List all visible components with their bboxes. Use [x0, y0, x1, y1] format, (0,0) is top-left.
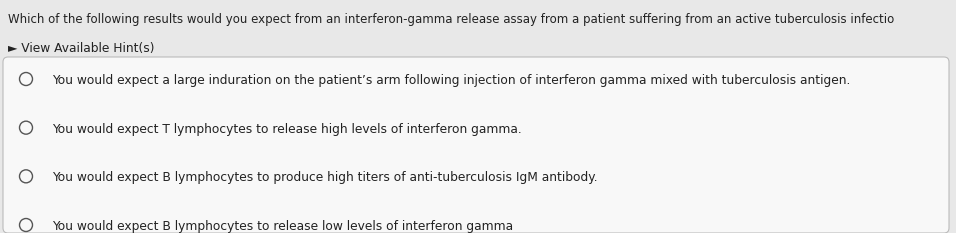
Text: Which of the following results would you expect from an interferon-gamma release: Which of the following results would you…: [8, 13, 894, 26]
Text: You would expect B lymphocytes to produce high titers of anti-tuberculosis IgM a: You would expect B lymphocytes to produc…: [52, 171, 598, 184]
FancyBboxPatch shape: [3, 57, 949, 233]
Text: ► View Available Hint(s): ► View Available Hint(s): [8, 42, 155, 55]
Text: You would expect B lymphocytes to release low levels of interferon gamma: You would expect B lymphocytes to releas…: [52, 220, 513, 233]
Text: You would expect T lymphocytes to release high levels of interferon gamma.: You would expect T lymphocytes to releas…: [52, 123, 522, 136]
Text: You would expect a large induration on the patient’s arm following injection of : You would expect a large induration on t…: [52, 74, 851, 87]
